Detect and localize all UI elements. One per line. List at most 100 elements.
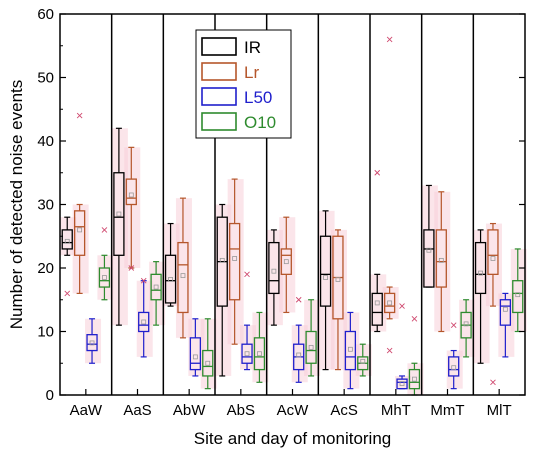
box-mean (180, 273, 186, 279)
box-iqr (253, 337, 266, 371)
y-tick-label: 60 (37, 6, 54, 23)
box-mean (347, 346, 353, 352)
box-iqr (305, 330, 317, 364)
box-mean (168, 277, 173, 282)
y-tick-label: 40 (37, 133, 54, 150)
box-iqr (474, 241, 487, 295)
outlier-point (450, 322, 457, 328)
box-mean (257, 351, 262, 357)
x-tick-label: AcS (330, 402, 358, 419)
legend-label: IR (244, 38, 261, 57)
box-iqr (164, 254, 177, 304)
box-iqr (423, 229, 435, 288)
legend: IR Lr L50 O10 (195, 29, 292, 139)
box-mean (153, 284, 159, 290)
box-mean (438, 257, 444, 263)
outlier-point (128, 265, 135, 271)
box-iqr (177, 241, 189, 314)
box-mean (451, 365, 457, 371)
box-iqr (241, 343, 253, 364)
box-iqr (125, 178, 137, 206)
x-tick-label: AbS (227, 402, 255, 419)
box-mean (478, 270, 483, 276)
y-tick-label: 30 (37, 197, 54, 214)
box-mean (374, 300, 380, 306)
outlier-point (101, 227, 108, 233)
box-mean (360, 358, 366, 364)
box-iqr (396, 378, 408, 390)
box-iqr (512, 280, 524, 314)
box-mean (232, 256, 238, 261)
box-iqr (371, 292, 383, 326)
box-mean (205, 360, 211, 366)
box-mean (271, 268, 277, 274)
box-iqr (150, 273, 162, 301)
y-tick-label: 10 (37, 324, 54, 341)
box-iqr (73, 210, 86, 256)
box-mean (387, 300, 393, 306)
box-iqr (61, 229, 73, 250)
box-mean (283, 259, 289, 265)
legend-label: O10 (244, 113, 276, 132)
legend-swatch (201, 112, 237, 131)
box-iqr (268, 241, 280, 295)
box-shadow (124, 147, 141, 268)
x-tick-label: MlT (487, 402, 512, 419)
x-tick-label: AaS (123, 402, 151, 419)
box-mean (128, 192, 134, 198)
outlier-point (386, 36, 393, 43)
box-shadow (97, 255, 114, 300)
legend-swatch (201, 87, 237, 106)
box-shadow (279, 217, 296, 313)
outlier-point (386, 347, 393, 354)
box-shadow (136, 280, 153, 357)
box-shadow (227, 179, 244, 345)
box-mean (296, 352, 302, 358)
box-iqr (435, 229, 447, 288)
x-tick-label: AaW (70, 402, 103, 419)
outlier-point (140, 277, 147, 284)
legend-swatch (201, 62, 237, 81)
axis-layer: 0 10 20 30 40 50 60 AaW AaS AbW AbS AcW AcS MhT MmT MlT (37, 6, 525, 419)
outlier-point (295, 296, 302, 303)
legend-label: L50 (244, 88, 272, 107)
x-axis-title: Site and day of monitoring (194, 429, 392, 448)
box-mean (219, 257, 225, 263)
box-iqr (499, 299, 512, 326)
box-mean (192, 354, 198, 360)
x-tick-label: MmT (430, 402, 464, 419)
box-iqr (319, 235, 332, 307)
box-mean (102, 275, 107, 280)
outlier-point (411, 315, 418, 322)
box-iqr (408, 368, 421, 390)
box-iqr (487, 229, 499, 275)
box-mean (244, 351, 250, 357)
box-iqr (228, 222, 241, 301)
outlier-point (76, 112, 83, 119)
box-layer (61, 36, 524, 396)
x-tick-label: MhT (381, 402, 411, 419)
box-iqr (383, 292, 396, 314)
x-tick-label: AbW (173, 402, 206, 419)
box-mean (116, 211, 122, 217)
box-iqr (280, 248, 292, 275)
box-iqr (86, 334, 98, 352)
outlier-point (64, 290, 71, 297)
y-tick-label: 50 (37, 70, 54, 87)
outlier-point (399, 303, 405, 309)
box-iqr (113, 172, 125, 256)
box-mean (77, 227, 83, 233)
box-mean (502, 306, 508, 312)
box-mean (463, 321, 469, 327)
box-mean (412, 376, 417, 382)
box-iqr (98, 267, 111, 288)
legend-swatch (201, 37, 237, 56)
box-iqr (202, 349, 214, 377)
outlier-point (374, 169, 381, 176)
box-mean (89, 340, 95, 346)
x-tick-label: AcW (277, 402, 310, 419)
box-mean (426, 247, 432, 253)
box-mean (335, 277, 341, 282)
outlier-point (490, 379, 496, 386)
